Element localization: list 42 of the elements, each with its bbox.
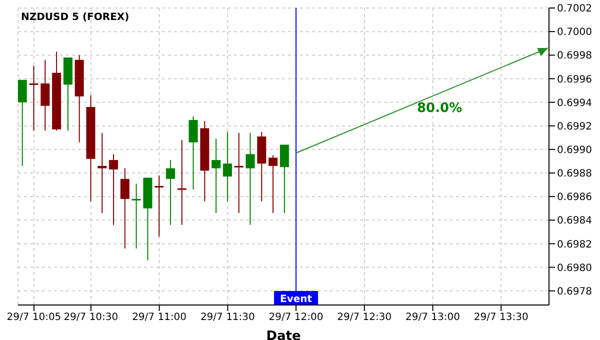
candlestick bbox=[132, 183, 141, 249]
x-tick-label: 29/7 10:05 bbox=[6, 312, 62, 324]
candlestick bbox=[246, 132, 255, 226]
x-tick-label: 29/7 11:30 bbox=[200, 312, 255, 324]
x-tick-label: 29/7 12:00 bbox=[268, 312, 324, 324]
y-tick-label: 0.7002 bbox=[557, 4, 592, 15]
candlestick bbox=[166, 160, 175, 226]
candlestick bbox=[177, 140, 186, 226]
y-tick-label: 0.6998 bbox=[557, 50, 592, 62]
y-tick-label: 0.6978 bbox=[557, 286, 592, 298]
candlestick bbox=[29, 65, 38, 132]
x-tick-label: 29/7 12:30 bbox=[337, 312, 392, 324]
x-tick-label: 29/7 11:00 bbox=[132, 312, 187, 324]
y-tick-label: 0.6980 bbox=[557, 262, 592, 274]
y-tick-label: 0.6982 bbox=[557, 239, 592, 250]
annotation: 80.0% bbox=[417, 101, 462, 116]
ref-line-label: Event bbox=[280, 294, 312, 305]
y-tick-label: 0.6992 bbox=[557, 121, 592, 132]
y-tick-label: 0.6990 bbox=[557, 144, 592, 156]
x-tick-label: 29/7 13:30 bbox=[474, 312, 528, 324]
candlestick bbox=[188, 116, 198, 190]
candlestick bbox=[234, 132, 244, 214]
candlestick bbox=[212, 138, 221, 214]
chart-title: NZDUSD 5 (FOREX) bbox=[21, 12, 130, 23]
candlestick bbox=[109, 154, 118, 226]
candlestick bbox=[40, 59, 50, 132]
y-tick-label: 0.6988 bbox=[557, 168, 592, 180]
candlestick bbox=[154, 174, 164, 238]
y-tick-label: 0.7000 bbox=[557, 27, 592, 38]
candlestick bbox=[120, 168, 130, 249]
x-tick-label: 29/7 10:30 bbox=[64, 312, 118, 324]
y-tick-label: 0.6996 bbox=[557, 74, 592, 86]
y-tick-label: 0.6986 bbox=[557, 192, 592, 204]
candlestick bbox=[268, 154, 278, 214]
candlestick bbox=[18, 79, 27, 166]
candlestick bbox=[280, 144, 289, 214]
candlestick bbox=[98, 132, 107, 214]
x-tick-label: 29/7 13:00 bbox=[406, 312, 460, 324]
x-axis-title: Date bbox=[266, 329, 301, 340]
candlestick bbox=[222, 131, 232, 202]
y-tick-label: 0.6984 bbox=[557, 216, 592, 227]
y-tick-label: 0.6994 bbox=[557, 98, 592, 109]
